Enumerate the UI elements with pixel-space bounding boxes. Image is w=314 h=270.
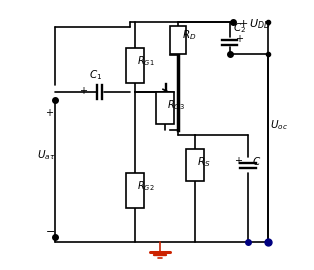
Text: $+$: $+$	[234, 156, 243, 167]
Bar	[156, 92, 174, 124]
Text: $+$: $+$	[45, 106, 54, 117]
Text: $R_{G3}$: $R_{G3}$	[167, 98, 185, 112]
Text: $R_S$: $R_S$	[197, 155, 211, 169]
Bar	[126, 48, 144, 83]
Bar	[186, 149, 204, 181]
Text: $C_2$: $C_2$	[233, 21, 246, 35]
Text: $R_D$: $R_D$	[182, 28, 197, 42]
Text: $R_{G2}$: $R_{G2}$	[137, 179, 154, 193]
Text: $C$: $C$	[252, 155, 261, 167]
Text: $U_{oc}$: $U_{oc}$	[270, 118, 288, 132]
Bar	[126, 173, 144, 208]
Bar	[170, 26, 186, 54]
Text: $C_1$: $C_1$	[89, 68, 103, 82]
Text: $+$: $+$	[79, 85, 88, 96]
Text: $U_{a\tau}$: $U_{a\tau}$	[37, 148, 56, 162]
Text: $-$: $-$	[45, 225, 55, 235]
Text: $+$: $+$	[235, 33, 244, 45]
Text: $R_{G1}$: $R_{G1}$	[137, 54, 155, 68]
Text: $+\,U_{DD}$: $+\,U_{DD}$	[238, 17, 271, 31]
